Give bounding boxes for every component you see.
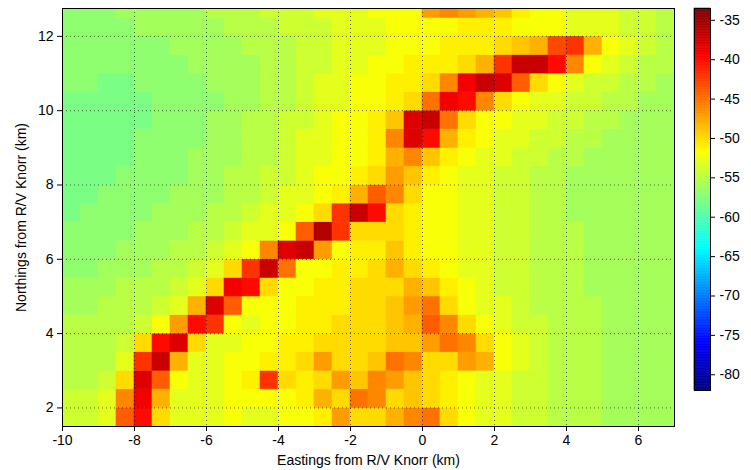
svg-text:-45: -45 — [720, 91, 740, 107]
svg-text:-70: -70 — [720, 287, 740, 303]
svg-text:-35: -35 — [720, 12, 740, 28]
svg-text:10: 10 — [38, 102, 54, 118]
svg-text:Eastings from R/V Knorr (km): Eastings from R/V Knorr (km) — [277, 452, 460, 468]
svg-text:-65: -65 — [720, 248, 740, 264]
svg-text:0: 0 — [419, 432, 427, 448]
svg-text:-55: -55 — [720, 169, 740, 185]
svg-text:4: 4 — [46, 325, 54, 341]
svg-text:-40: -40 — [720, 51, 740, 67]
svg-text:4: 4 — [563, 432, 571, 448]
svg-text:-50: -50 — [720, 130, 740, 146]
svg-text:6: 6 — [635, 432, 643, 448]
svg-text:-80: -80 — [720, 366, 740, 382]
svg-text:-60: -60 — [720, 209, 740, 225]
svg-text:Northings from R/V Knorr (km): Northings from R/V Knorr (km) — [13, 123, 29, 312]
svg-text:-8: -8 — [128, 432, 141, 448]
svg-text:6: 6 — [46, 251, 54, 267]
svg-text:2: 2 — [46, 399, 54, 415]
svg-text:-10: -10 — [52, 432, 72, 448]
svg-text:12: 12 — [38, 28, 54, 44]
svg-text:2: 2 — [491, 432, 499, 448]
svg-text:-6: -6 — [200, 432, 213, 448]
svg-text:-75: -75 — [720, 327, 740, 343]
svg-text:8: 8 — [46, 176, 54, 192]
svg-text:-4: -4 — [272, 432, 285, 448]
svg-text:-2: -2 — [344, 432, 357, 448]
